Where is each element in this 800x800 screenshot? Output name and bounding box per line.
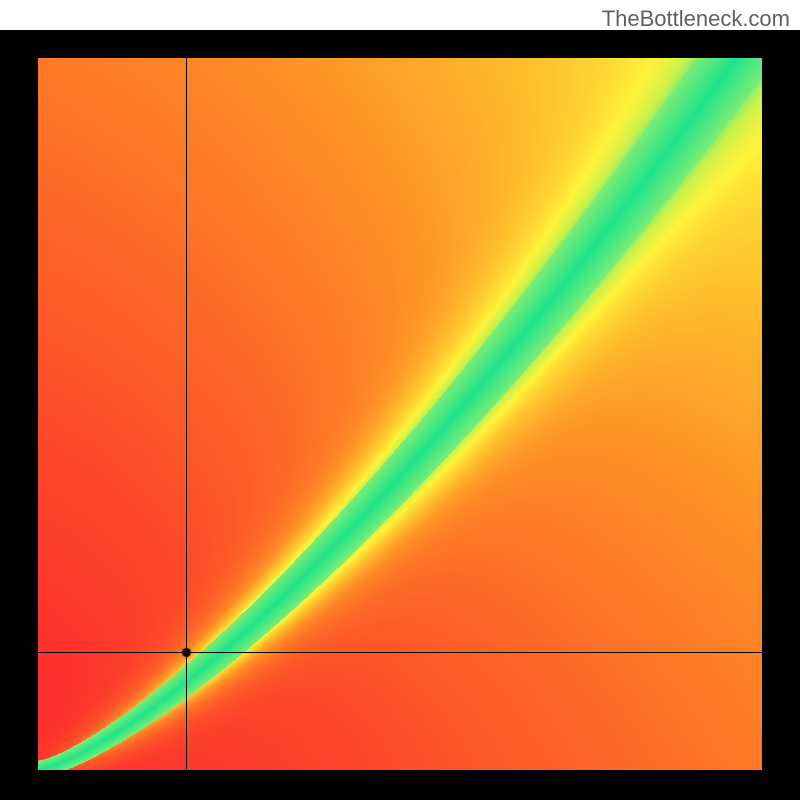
watermark-text: TheBottleneck.com <box>602 6 790 32</box>
root: TheBottleneck.com <box>0 0 800 800</box>
crosshair-marker <box>180 646 193 659</box>
crosshair-vertical <box>186 58 187 770</box>
crosshair-horizontal <box>38 652 762 653</box>
bottleneck-heatmap <box>38 58 762 770</box>
